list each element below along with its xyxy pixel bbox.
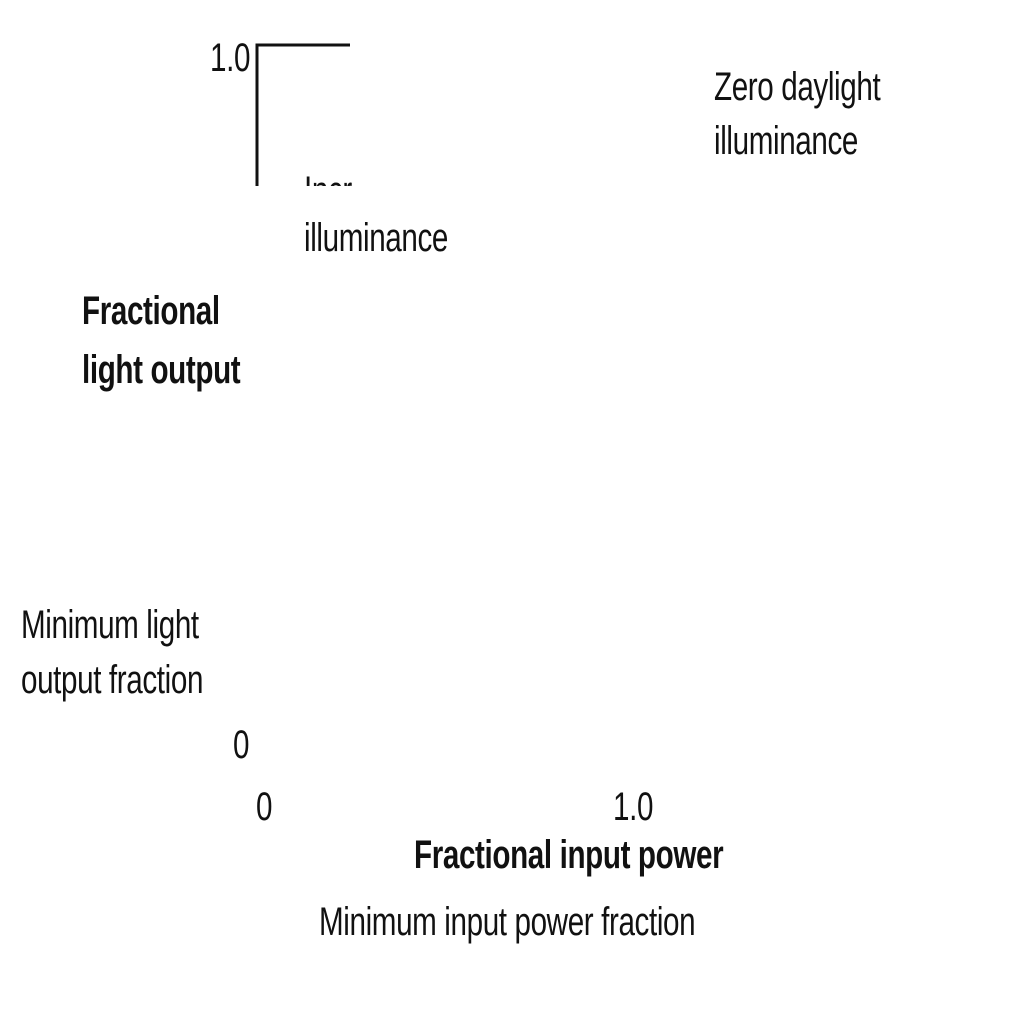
y-axis-title-line2: light output	[82, 348, 241, 392]
x-axis-title: Fractional input power	[414, 833, 724, 877]
increasing-label-line1: Incr	[304, 164, 352, 186]
zero-daylight-label-line2: illuminance	[714, 119, 859, 163]
min-power-label: Minimum input power fraction	[319, 900, 696, 944]
y-axis-title-line1: Fractional	[82, 289, 220, 333]
x-tick-right: 1.0	[613, 785, 654, 829]
x-tick-left: 0	[256, 785, 273, 829]
min-light-label-line1: Minimum light	[21, 603, 199, 647]
increasing-label-clip: Incr	[300, 160, 420, 186]
y-tick-top: 1.0	[210, 36, 251, 80]
zero-daylight-label-line1: Zero daylight	[714, 65, 881, 109]
y-tick-bottom: 0	[233, 723, 250, 767]
increasing-label-line2: illuminance	[304, 216, 449, 260]
min-light-label-line2: output fraction	[21, 658, 204, 702]
